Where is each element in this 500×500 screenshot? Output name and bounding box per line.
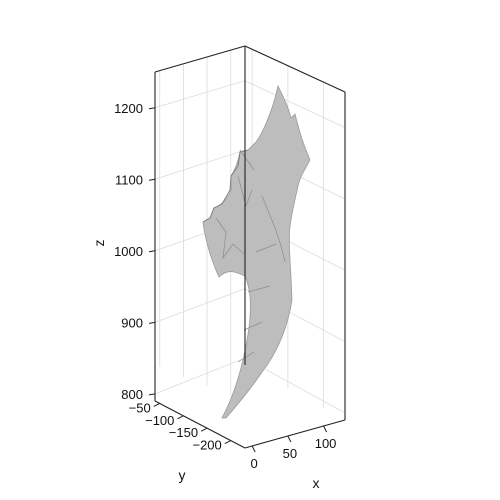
y-tick-label: −100	[145, 413, 174, 428]
x-tick	[287, 435, 292, 443]
axes-frame	[154, 45, 346, 449]
z-tick	[148, 250, 156, 253]
x-tick	[323, 425, 328, 433]
y-tick	[153, 403, 160, 407]
x-tick-label: 100	[315, 436, 337, 451]
z-tick	[148, 393, 156, 396]
z-tick	[148, 107, 156, 110]
z-tick-label: 1000	[114, 244, 143, 259]
y-tick-label: −50	[129, 400, 151, 415]
tick-labels: 800 900 1000 1100 1200 −50−100−150−200 0 50 100	[114, 101, 336, 471]
y-tick	[224, 440, 232, 445]
x-tick-label: 50	[283, 446, 297, 461]
x-tick	[251, 445, 256, 453]
y-tick	[200, 427, 208, 432]
z-tick-label: 1100	[115, 172, 143, 187]
z-tick-label: 900	[121, 315, 143, 330]
y-axis-title: y	[179, 467, 186, 483]
y-tick-label: −200	[192, 438, 221, 453]
tick-marks	[148, 107, 328, 453]
z-tick-label: 800	[121, 387, 143, 402]
z-tick	[148, 321, 156, 324]
surface-edge	[202, 149, 249, 223]
y-tick-label: −150	[169, 425, 198, 440]
x-axis-title: x	[313, 475, 320, 491]
y-tick	[177, 415, 184, 420]
z-axis-title: z	[91, 240, 107, 247]
z-tick-label: 1200	[114, 101, 143, 116]
surface-ridges	[215, 149, 286, 363]
z-tick	[148, 178, 156, 181]
x-tick-label: 0	[251, 456, 258, 471]
surface	[202, 84, 311, 419]
